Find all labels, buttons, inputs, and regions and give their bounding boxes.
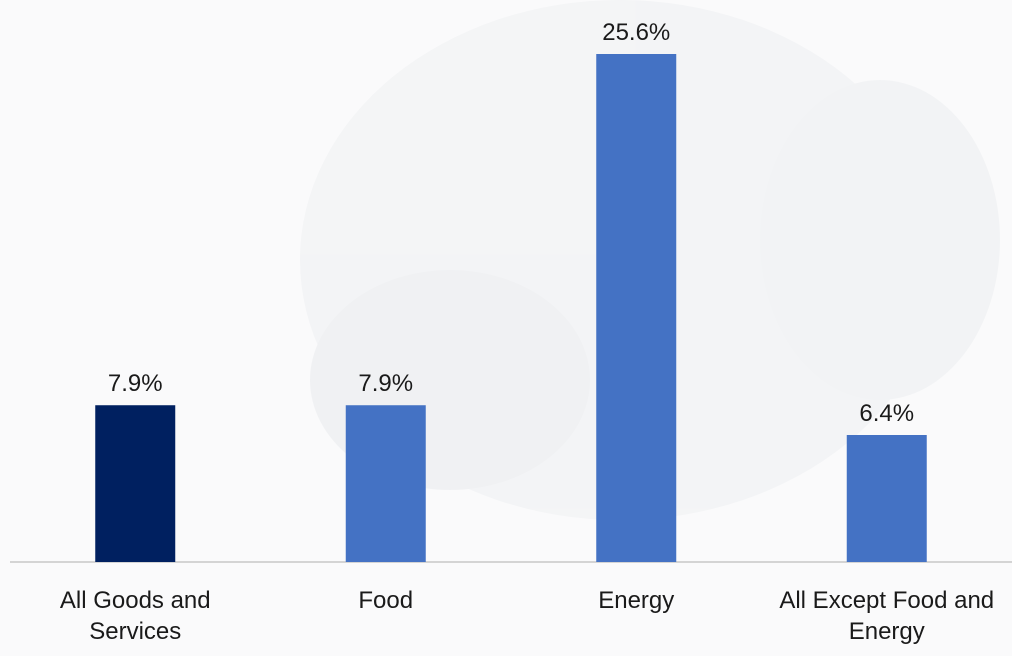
data-label: 7.9%	[358, 370, 413, 397]
bar	[846, 435, 927, 562]
bar	[95, 405, 176, 562]
x-tick-label: All Except Food and Energy	[779, 587, 995, 645]
bar	[596, 54, 677, 562]
x-tick-label: Food	[358, 587, 414, 614]
data-label: 25.6%	[602, 19, 670, 46]
data-label: 6.4%	[859, 400, 914, 427]
bar	[345, 405, 426, 562]
x-tick-label: All Goods and Services	[59, 587, 211, 645]
x-tick-label: Energy	[598, 587, 675, 614]
data-label: 7.9%	[108, 370, 163, 397]
